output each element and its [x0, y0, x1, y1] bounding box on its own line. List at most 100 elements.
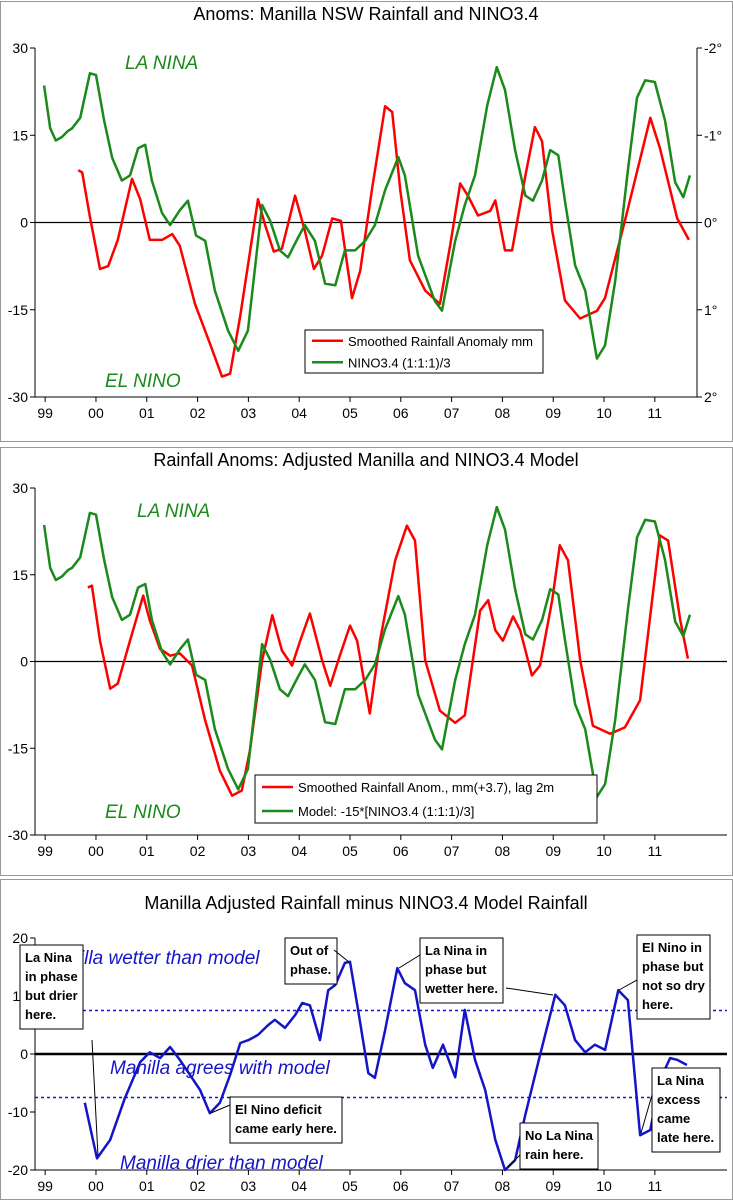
y-tick-label: 0 [20, 215, 28, 231]
x-tick-label: 05 [342, 405, 358, 421]
callout-text: phase but [425, 962, 487, 977]
callout-text: phase but [642, 959, 704, 974]
annotation: LA NINA [137, 501, 210, 522]
callout-pointer [398, 954, 421, 969]
x-tick-label: 00 [88, 843, 104, 859]
y-tick-label: 20 [12, 930, 28, 946]
x-tick-label: 06 [393, 405, 409, 421]
x-tick-label: 01 [139, 405, 155, 421]
callout: La Nina in phase but drier here. [19, 944, 99, 1157]
callout-pointer [640, 1094, 653, 1134]
callout-text: Out of [290, 943, 329, 958]
callout-text: rain here. [525, 1147, 584, 1162]
y-tick-label: 15 [12, 567, 28, 583]
callout-text: El Nino in [642, 940, 702, 955]
callout-text: late here. [657, 1130, 714, 1145]
x-tick-label: 03 [241, 843, 257, 859]
x-tick-label: 02 [190, 405, 206, 421]
callout-text: here. [25, 1007, 56, 1022]
annotation: Manilla drier than model [120, 1153, 324, 1174]
callout-text: excess [657, 1092, 700, 1107]
series-line [42, 505, 692, 799]
x-tick-label: 08 [495, 1178, 511, 1194]
callout-pointer [333, 949, 350, 963]
x-tick-label: 11 [648, 405, 663, 421]
series-line [87, 524, 690, 797]
x-tick-label: 01 [139, 843, 155, 859]
x-tick-label: 09 [545, 405, 561, 421]
x-tick-label: 07 [444, 843, 460, 859]
x-tick-label: 07 [444, 1178, 460, 1194]
annotation: Manilla agrees with model [110, 1058, 330, 1079]
callout-text: La Nina in [425, 943, 487, 958]
x-tick-label: 02 [190, 1178, 206, 1194]
annotation: EL NINO [105, 802, 181, 823]
y-tick-label: 0 [20, 654, 28, 670]
x-tick-label: 11 [648, 1178, 663, 1194]
callout-text: phase. [290, 962, 331, 977]
series-line [77, 104, 690, 378]
x-tick-label: 10 [596, 405, 612, 421]
chart-title: Anoms: Manilla NSW Rainfall and NINO3.4 [193, 4, 538, 24]
callout-pointer [505, 987, 554, 996]
y-tick-label: -30 [8, 827, 28, 843]
annotation: EL NINO [105, 371, 181, 392]
y-tick-label: 30 [12, 40, 28, 56]
callout-text: but drier [25, 988, 78, 1003]
y2-tick-label: 0° [704, 215, 717, 231]
x-tick-label: 09 [545, 843, 561, 859]
x-tick-label: 11 [648, 843, 663, 859]
legend-label: NINO3.4 (1:1:1)/3 [348, 355, 451, 370]
callout-box [284, 937, 338, 985]
x-tick-label: 10 [596, 843, 612, 859]
y-tick-label: -10 [8, 1104, 28, 1120]
y2-tick-label: -1° [704, 127, 722, 143]
callout-box [651, 1067, 721, 1153]
x-tick-label: 02 [190, 843, 206, 859]
x-tick-label: 05 [342, 1178, 358, 1194]
x-tick-label: 99 [37, 405, 53, 421]
x-tick-label: 01 [139, 1178, 155, 1194]
callout: No La Nina rain here. [507, 1122, 599, 1170]
y-tick-label: -15 [8, 740, 28, 756]
y-tick-label: 15 [12, 127, 28, 143]
callout: El Nino in phase but not so dry here. [618, 934, 711, 1020]
series-line [42, 65, 692, 360]
callout-text: wetter here. [424, 981, 498, 996]
x-tick-label: 00 [88, 405, 104, 421]
x-tick-label: 06 [393, 843, 409, 859]
callout-pointer [91, 1039, 99, 1157]
callout-text: in phase [25, 969, 78, 984]
callout-text: No La Nina [525, 1128, 594, 1143]
x-tick-label: 07 [444, 405, 460, 421]
y-tick-label: 0 [20, 1046, 28, 1062]
legend-box [304, 329, 544, 374]
x-tick-label: 10 [596, 1178, 612, 1194]
callout-text: here. [642, 997, 673, 1012]
callout-text: La Nina [25, 950, 73, 965]
callout-text: not so dry [642, 978, 706, 993]
y2-tick-label: 1° [704, 302, 717, 318]
legend-label: Smoothed Rainfall Anomaly mm [348, 334, 533, 349]
callout-pointer [618, 979, 638, 991]
callout-box [419, 937, 504, 1004]
annotation: LA NINA [125, 53, 198, 74]
x-tick-label: 05 [342, 843, 358, 859]
x-tick-label: 04 [291, 405, 307, 421]
y-tick-label: 30 [12, 480, 28, 496]
callout-text: La Nina [657, 1073, 705, 1088]
callout-text: came early here. [235, 1121, 337, 1136]
y2-tick-label: 2° [704, 389, 717, 405]
x-tick-label: 06 [393, 1178, 409, 1194]
x-tick-label: 08 [495, 405, 511, 421]
y-tick-label: -30 [8, 389, 28, 405]
legend-box [254, 774, 598, 824]
chart-title: Rainfall Anoms: Adjusted Manilla and NIN… [153, 450, 578, 470]
annotation: Manilla wetter than model [43, 948, 260, 969]
x-tick-label: 03 [241, 405, 257, 421]
callout-box [519, 1122, 599, 1170]
x-tick-label: 99 [37, 1178, 53, 1194]
callout-pointer [210, 1104, 231, 1114]
